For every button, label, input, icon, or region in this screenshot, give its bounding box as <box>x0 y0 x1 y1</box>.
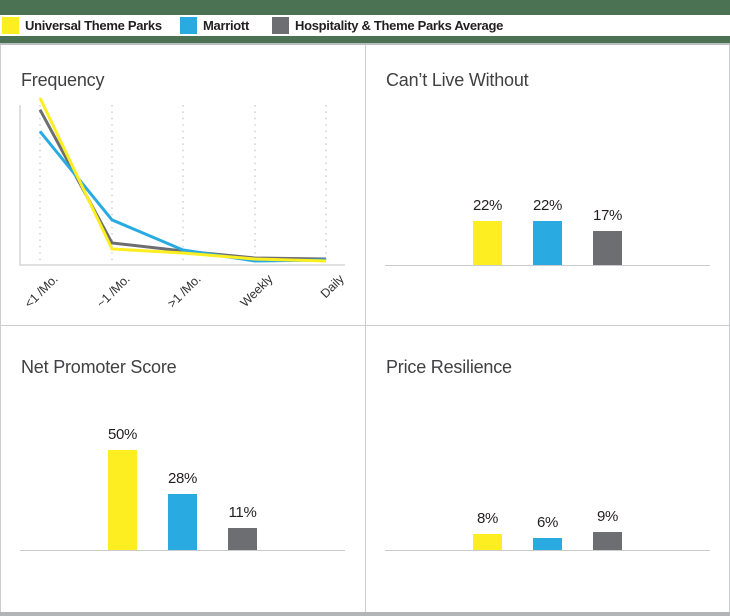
legend-swatch-yellow <box>2 17 19 34</box>
bar-blue <box>533 221 562 265</box>
bar-gray <box>593 231 622 265</box>
bar-gray <box>593 532 622 550</box>
legend-item-marriott: Marriott <box>180 17 249 34</box>
bar-value-label: 17% <box>592 207 623 224</box>
legend-bottom-accent-bar <box>0 36 730 43</box>
bar-value-label: 28% <box>167 470 198 487</box>
line-series-yellow <box>38 97 327 263</box>
chart-title-net-promoter-score: Net Promoter Score <box>21 357 177 377</box>
chart-title-price-resilience: Price Resilience <box>386 357 512 377</box>
quadrant-divider-vertical <box>365 45 366 612</box>
bar-yellow <box>473 534 502 550</box>
axis-baseline <box>20 550 345 551</box>
legend-swatch-gray <box>272 17 289 34</box>
bar-value-label: 8% <box>476 510 499 527</box>
legend-label: Universal Theme Parks <box>25 18 162 33</box>
bar-blue <box>168 494 197 550</box>
legend-item-universal-theme-parks: Universal Theme Parks <box>2 17 162 34</box>
bar-value-label: 9% <box>596 508 619 525</box>
bar-value-label: 22% <box>472 197 503 214</box>
chart-title-cant-live-without: Can’t Live Without <box>386 70 529 90</box>
chart-title-frequency: Frequency <box>21 70 105 90</box>
bar-value-label: 22% <box>532 197 563 214</box>
bar-yellow <box>473 221 502 265</box>
header-rule <box>0 43 730 45</box>
bar-yellow <box>108 450 137 550</box>
bar-value-label: 50% <box>107 426 138 443</box>
axis-baseline <box>385 265 710 266</box>
bar-value-label: 11% <box>228 504 257 521</box>
frequency-line-chart <box>19 97 345 266</box>
legend-label: Marriott <box>203 18 249 33</box>
quadrant-divider-horizontal <box>0 325 730 326</box>
bar-blue <box>533 538 562 550</box>
legend-label: Hospitality & Theme Parks Average <box>295 18 504 33</box>
bar-value-label: 6% <box>536 514 559 531</box>
grid-border-left <box>0 45 1 612</box>
top-accent-bar <box>0 0 730 15</box>
bottom-bar <box>0 612 730 616</box>
bar-gray <box>228 528 257 550</box>
axis-baseline <box>385 550 710 551</box>
legend-swatch-blue <box>180 17 197 34</box>
legend: Universal Theme Parks Marriott Hospitali… <box>0 0 730 36</box>
legend-item-hospitality-average: Hospitality & Theme Parks Average <box>272 17 503 34</box>
